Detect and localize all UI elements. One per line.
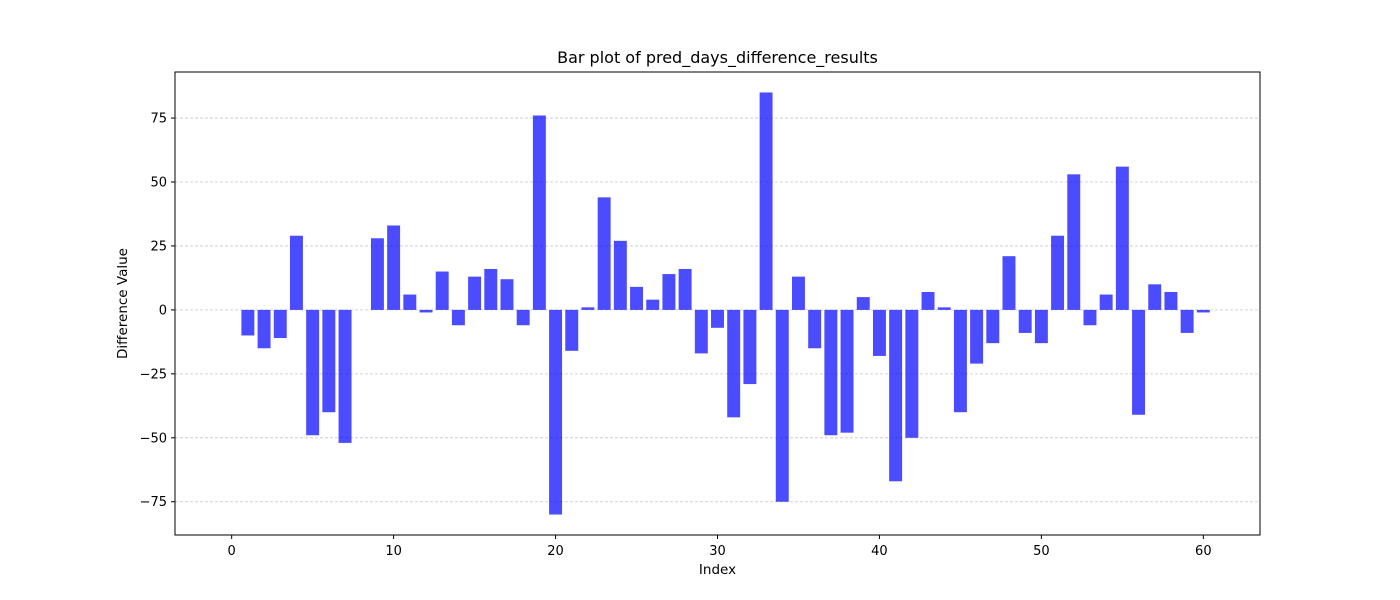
bar xyxy=(727,309,741,418)
bar xyxy=(856,297,870,310)
bar xyxy=(905,309,919,438)
x-tick-label: 40 xyxy=(871,544,888,559)
bar xyxy=(1132,309,1146,415)
bar xyxy=(419,309,433,313)
bar xyxy=(1034,309,1048,344)
x-tick-label: 60 xyxy=(1195,544,1212,559)
bar xyxy=(953,309,967,413)
bar xyxy=(1018,309,1032,333)
bar xyxy=(1148,284,1162,310)
y-tick-label: 25 xyxy=(150,239,167,254)
y-tick-label: −25 xyxy=(140,367,167,382)
bar xyxy=(1051,235,1065,310)
bars xyxy=(241,92,1210,515)
x-tick-label: 20 xyxy=(547,544,564,559)
bar xyxy=(516,309,530,326)
bar xyxy=(970,309,984,364)
y-tick-label: 75 xyxy=(150,112,167,127)
x-tick-label: 30 xyxy=(709,544,726,559)
bar xyxy=(678,268,692,310)
y-tick-label: 0 xyxy=(159,303,167,318)
bar xyxy=(484,268,498,310)
bar xyxy=(1099,294,1113,310)
bar xyxy=(613,240,627,310)
bar xyxy=(322,309,336,413)
bar xyxy=(565,309,579,351)
bar xyxy=(775,309,789,502)
bar xyxy=(1164,291,1178,310)
bar xyxy=(597,197,611,310)
chart-title: Bar plot of pred_days_difference_results xyxy=(557,48,878,68)
bar xyxy=(1180,309,1194,333)
bar xyxy=(872,309,886,356)
bar xyxy=(387,225,401,310)
bar xyxy=(694,309,708,354)
y-axis-label: Difference Value xyxy=(115,248,131,359)
bar xyxy=(630,286,644,310)
bar xyxy=(662,274,676,310)
bar xyxy=(241,309,255,336)
y-tick-label: −50 xyxy=(140,431,167,446)
x-tick-label: 50 xyxy=(1033,544,1050,559)
bar xyxy=(581,307,595,310)
x-axis-ticks: 0 10 20 30 40 50 60 xyxy=(228,535,1212,559)
bar xyxy=(840,309,854,433)
x-axis-label: Index xyxy=(699,562,736,578)
bar xyxy=(500,279,514,310)
bar xyxy=(338,309,352,443)
bar xyxy=(791,276,805,310)
bar xyxy=(306,309,320,436)
bar xyxy=(257,309,271,349)
x-tick-label: 10 xyxy=(385,544,402,559)
x-tick-label: 0 xyxy=(228,544,236,559)
bar xyxy=(451,309,465,326)
bar xyxy=(273,309,287,339)
bar xyxy=(468,276,482,310)
bar xyxy=(1115,166,1129,310)
bar xyxy=(1002,256,1016,310)
y-axis-ticks: −75 −50 −25 0 25 50 75 xyxy=(140,112,175,510)
bar xyxy=(646,299,660,310)
bar xyxy=(808,309,822,349)
bar xyxy=(1083,309,1097,326)
bar xyxy=(711,309,724,328)
bar xyxy=(1196,309,1210,313)
bar xyxy=(759,92,773,310)
y-tick-label: −75 xyxy=(140,495,167,510)
bar xyxy=(403,294,417,310)
bar xyxy=(1067,174,1081,310)
bar xyxy=(986,309,1000,344)
bar xyxy=(549,309,563,515)
bar xyxy=(889,309,903,482)
bar xyxy=(743,309,757,385)
bar xyxy=(532,115,546,310)
y-tick-label: 50 xyxy=(150,175,167,190)
bar xyxy=(435,271,449,310)
bar xyxy=(921,291,935,310)
bar xyxy=(937,307,951,310)
bar xyxy=(370,238,384,310)
bar xyxy=(289,235,303,310)
bar xyxy=(824,309,838,436)
